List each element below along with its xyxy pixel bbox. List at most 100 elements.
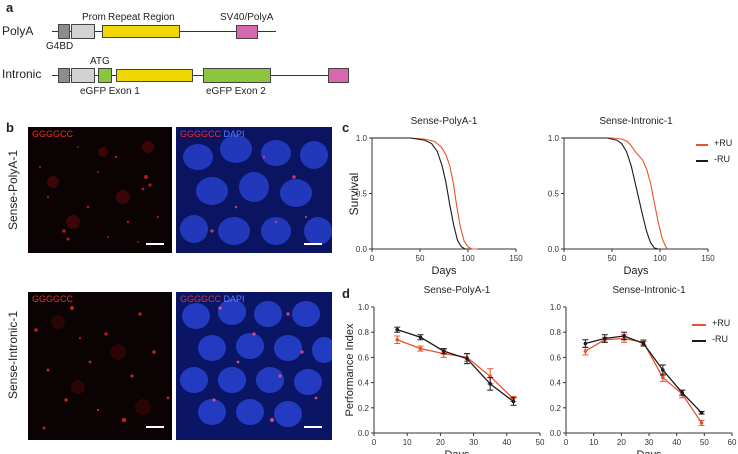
- x-tick-label: 10: [403, 438, 412, 447]
- legend-label-minus-ru: -RU: [712, 334, 728, 344]
- channel-label-ggggcc: GGGGCC: [32, 294, 74, 304]
- scale-bar: [304, 243, 322, 245]
- x-tick-label: 0: [370, 254, 375, 263]
- panel-d-letter: d: [342, 286, 350, 301]
- repeat-region-label: Repeat Region: [108, 12, 175, 23]
- data-point: [511, 399, 516, 404]
- scale-bar: [146, 243, 164, 245]
- legend-swatch-plus-ru: [692, 324, 706, 326]
- legend-label-plus-ru: +RU: [712, 318, 731, 328]
- data-point: [699, 411, 704, 415]
- y-tick-label: 0.8: [358, 328, 370, 337]
- data-point: [441, 349, 446, 353]
- y-tick-label: 0.4: [358, 379, 370, 388]
- red-puncta-layer: [34, 306, 170, 430]
- data-point: [488, 382, 493, 386]
- x-axis-label: Days: [431, 265, 457, 277]
- y-tick-label: 0.0: [550, 429, 562, 438]
- y-tick-label: 0.6: [358, 353, 370, 362]
- egfp-exon2-label: eGFP Exon 2: [206, 86, 266, 97]
- channel-label-ggggcc: GGGGCC: [32, 129, 74, 139]
- data-point: [680, 390, 684, 395]
- sv40-polya-box-intronic: [328, 68, 349, 83]
- micrograph-intronic-merge: GGGGCC DAPI: [176, 292, 332, 440]
- x-tick-label: 10: [589, 438, 598, 447]
- g4bd-box-intronic: [58, 68, 70, 83]
- series-line-plus-ru: [585, 337, 703, 424]
- chart-title: Sense-PolyA-1: [424, 285, 491, 296]
- data-point: [641, 341, 646, 346]
- x-tick-label: 100: [461, 254, 475, 263]
- x-axis-label: Days: [636, 449, 662, 454]
- repeat-region-box: [102, 25, 180, 38]
- legend-swatch-plus-ru: [696, 144, 708, 146]
- g4bd-label: G4BD: [46, 41, 74, 52]
- x-tick-label: 100: [653, 254, 667, 263]
- x-tick-label: 40: [672, 438, 681, 447]
- data-point: [661, 375, 665, 380]
- series-line-minus-ru: [585, 335, 703, 414]
- x-axis-label: Days: [444, 449, 470, 454]
- x-tick-label: 0: [562, 254, 567, 263]
- channel-label-dapi: DAPI: [223, 129, 245, 139]
- data-point: [602, 336, 607, 341]
- channel-label-dapi: DAPI: [223, 294, 245, 304]
- y-tick-label: 0.2: [358, 404, 370, 413]
- data-point: [583, 341, 588, 346]
- g4bd-box-polya: [58, 24, 70, 39]
- prom-label: Prom: [82, 12, 106, 23]
- y-tick-label: 0.8: [550, 328, 562, 337]
- legend-swatch-minus-ru: [692, 340, 706, 342]
- panel-a-letter: a: [6, 0, 14, 15]
- channel-labels-merge: GGGGCC DAPI: [180, 294, 245, 304]
- row-label-intronic: Intronic: [2, 67, 42, 81]
- chart-title: Sense-PolyA-1: [411, 116, 478, 127]
- y-tick-label: 0.0: [358, 429, 370, 438]
- sv40-label: SV40/PolyA: [220, 12, 274, 23]
- nuclei-layer: [180, 135, 332, 245]
- data-point: [583, 349, 588, 353]
- channel-label-ggggcc-merge: GGGGCC: [180, 294, 222, 304]
- y-tick-label: 1.0: [358, 303, 370, 312]
- nuclei-layer: [180, 299, 332, 427]
- legend-swatch-minus-ru: [696, 160, 708, 162]
- y-tick-label: 0.6: [550, 353, 562, 362]
- y-tick-label: 1.0: [356, 134, 368, 143]
- x-axis-label: Days: [623, 265, 649, 277]
- channel-label-ggggcc-merge: GGGGCC: [180, 129, 222, 139]
- y-tick-label: 1.0: [548, 134, 560, 143]
- x-tick-label: 50: [536, 438, 545, 447]
- data-point: [418, 335, 423, 340]
- x-tick-label: 0: [564, 438, 569, 447]
- atg-label: ATG: [90, 56, 110, 67]
- series-line-minus-ru: [564, 137, 659, 250]
- prom-box-intronic: [71, 68, 95, 83]
- x-tick-label: 60: [728, 438, 737, 447]
- prom-box-polya: [71, 24, 95, 39]
- x-tick-label: 50: [700, 438, 709, 447]
- x-tick-label: 50: [608, 254, 617, 263]
- x-tick-label: 30: [469, 438, 478, 447]
- panel-c-letter: c: [342, 120, 350, 135]
- data-point: [418, 346, 423, 351]
- y-tick-label: 0.0: [548, 245, 560, 254]
- channel-labels-merge: GGGGCC DAPI: [180, 129, 245, 139]
- series-line-minus-ru: [372, 137, 468, 250]
- data-point: [699, 421, 704, 425]
- chart-title: Sense-Intronic-1: [599, 116, 673, 127]
- y-tick-label: 0.0: [356, 245, 368, 254]
- repeat-region-box-intronic: [116, 69, 193, 82]
- micrograph-polya-ggggcc: GGGGCC: [28, 127, 172, 253]
- x-tick-label: 150: [701, 254, 715, 263]
- series-line-minus-ru: [397, 329, 514, 403]
- egfp-exon1-label: eGFP Exon 1: [80, 86, 140, 97]
- x-tick-label: 20: [436, 438, 445, 447]
- scale-bar: [146, 426, 164, 428]
- intronic-backbone-line: [52, 75, 348, 76]
- y-tick-label: 0.2: [550, 404, 562, 413]
- y-tick-label: 0.5: [548, 190, 560, 199]
- x-tick-label: 50: [416, 254, 425, 263]
- series-line-plus-ru: [372, 137, 478, 250]
- y-tick-label: 0.4: [550, 379, 562, 388]
